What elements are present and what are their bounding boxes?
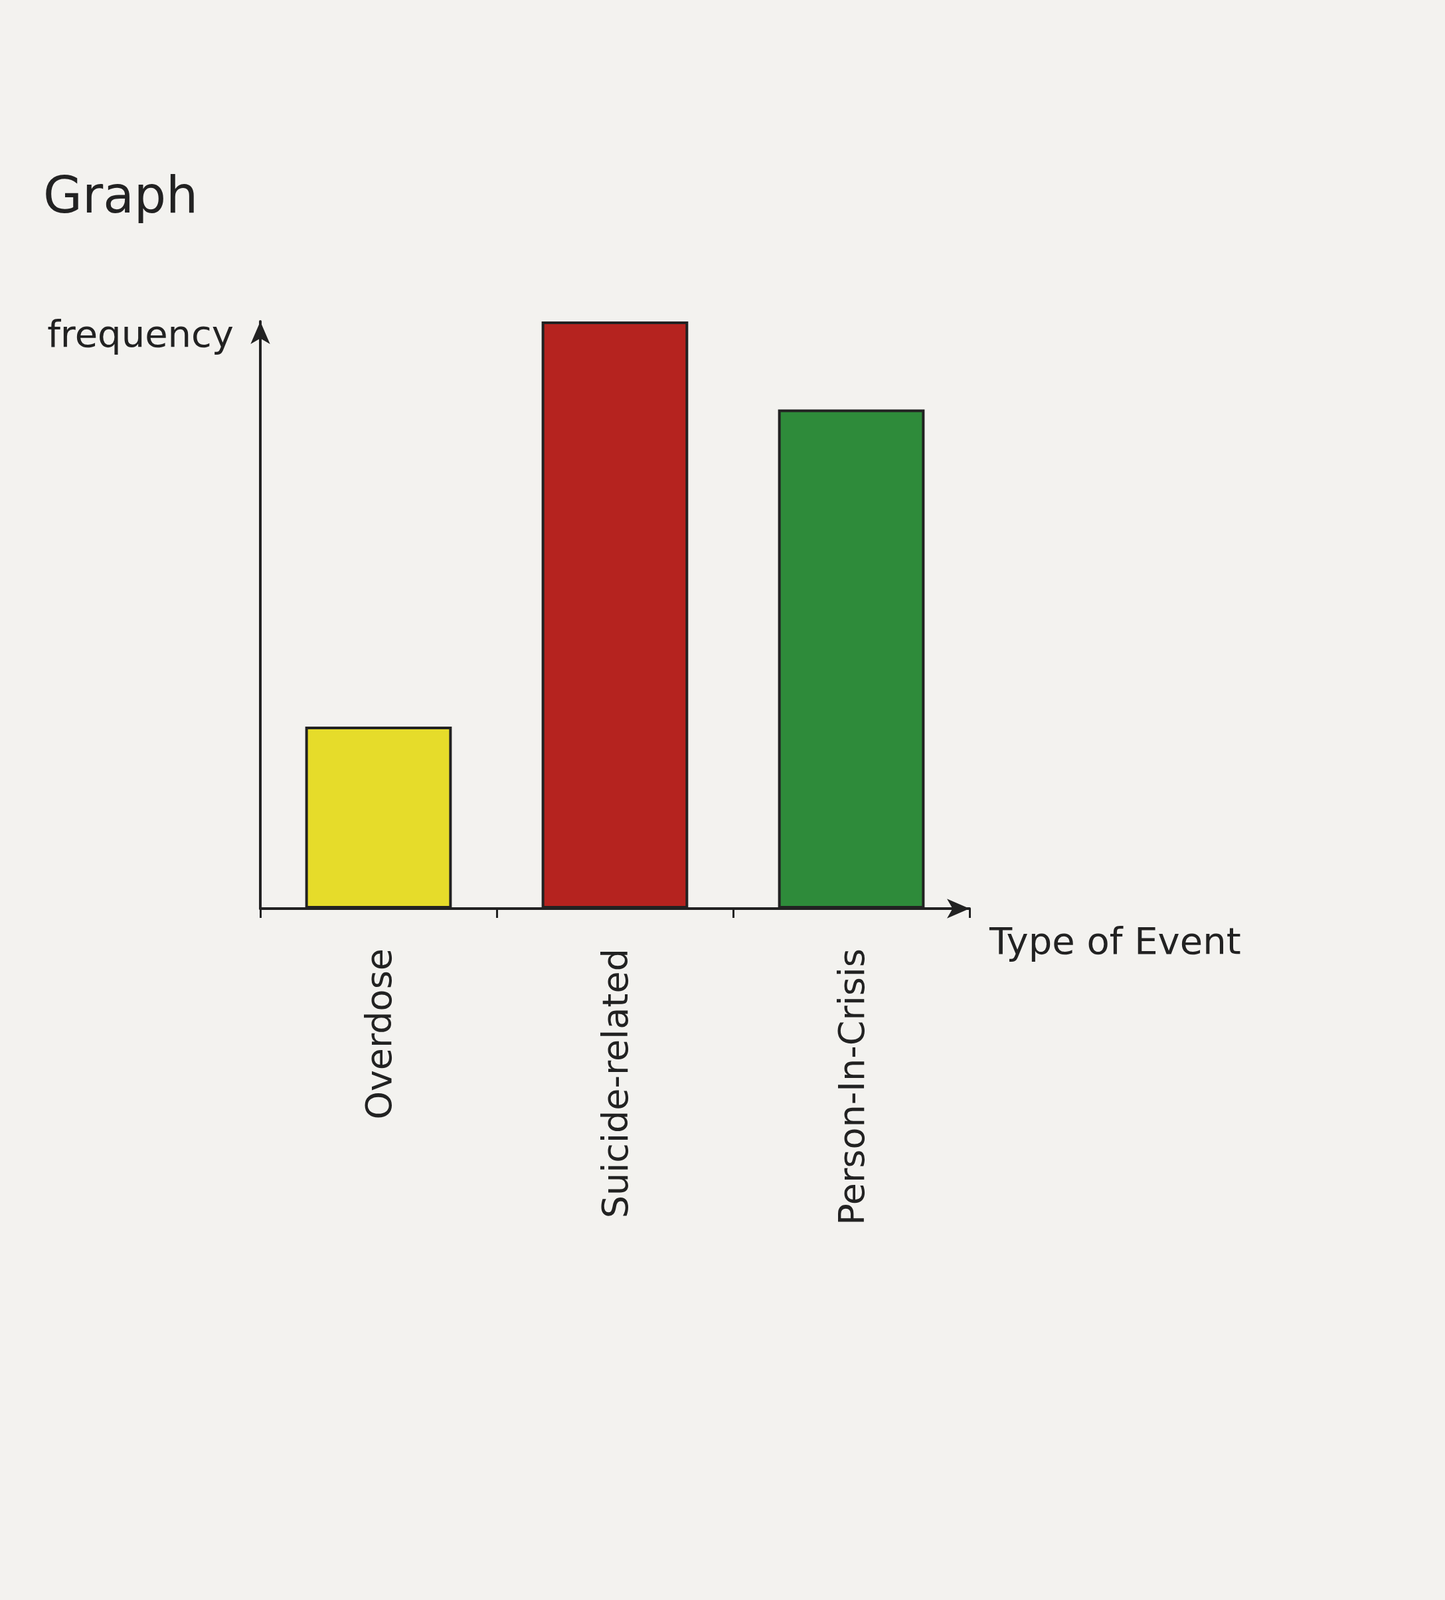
svg-text:Graph: Graph bbox=[43, 165, 198, 225]
svg-text:Overdose: Overdose bbox=[357, 948, 400, 1120]
svg-text:Suicide-related: Suicide-related bbox=[594, 948, 637, 1218]
svg-text:Type of Event: Type of Event bbox=[988, 919, 1242, 963]
svg-text:frequency: frequency bbox=[47, 312, 234, 356]
svg-text:Person-In-Crisis: Person-In-Crisis bbox=[830, 948, 873, 1226]
